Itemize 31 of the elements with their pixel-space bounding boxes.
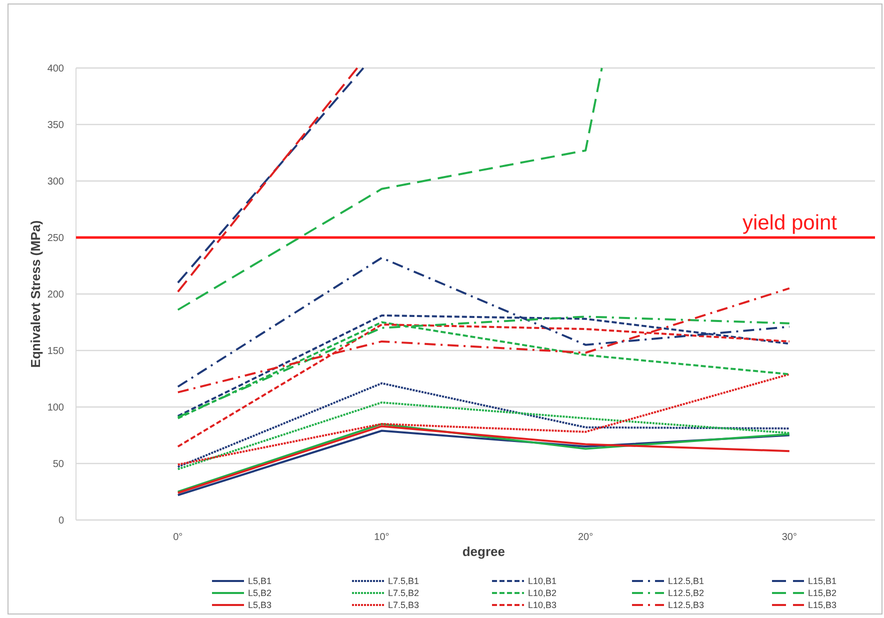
legend-label: L12.5,B2 [668, 588, 704, 598]
legend-label: L15,B2 [808, 588, 837, 598]
x-tick-label: 10° [374, 532, 390, 543]
legend-label: L7.5,B2 [388, 588, 420, 598]
y-tick-label: 300 [47, 176, 64, 188]
legend-label: L12.5,B1 [668, 576, 704, 586]
x-tick-label: 0° [173, 532, 183, 543]
y-tick-label: 150 [47, 346, 64, 357]
legend-label: L15,B3 [808, 600, 837, 610]
legend-label: L5,B1 [248, 576, 272, 586]
x-axis-title: degree [462, 544, 505, 559]
legend-label: L5,B3 [248, 600, 272, 610]
y-tick-label: 0 [58, 516, 64, 526]
legend-label: L10,B2 [528, 588, 557, 598]
x-tick-label: 30° [782, 532, 797, 543]
y-axis-title: Eqnivalevt Stress (MPa) [28, 220, 43, 368]
legend-label: L10,B3 [528, 600, 557, 610]
y-tick-label: 400 [47, 64, 64, 74]
legend-label: L7.5,B3 [388, 600, 420, 610]
legend-label: L12.5,B3 [668, 600, 704, 610]
x-tick-label: 20° [578, 532, 594, 543]
legend-label: L5,B2 [248, 588, 272, 598]
legend-label: L10,B1 [528, 576, 557, 586]
y-tick-label: 50 [52, 459, 64, 470]
legend-label: L7.5,B1 [388, 576, 420, 586]
y-tick-label: 250 [47, 233, 64, 244]
legend-label: L15,B1 [808, 576, 837, 586]
y-tick-label: 200 [47, 290, 64, 300]
y-tick-label: 350 [47, 120, 64, 131]
y-tick-label: 100 [47, 402, 64, 414]
ref-line-label: yield point [742, 212, 838, 234]
